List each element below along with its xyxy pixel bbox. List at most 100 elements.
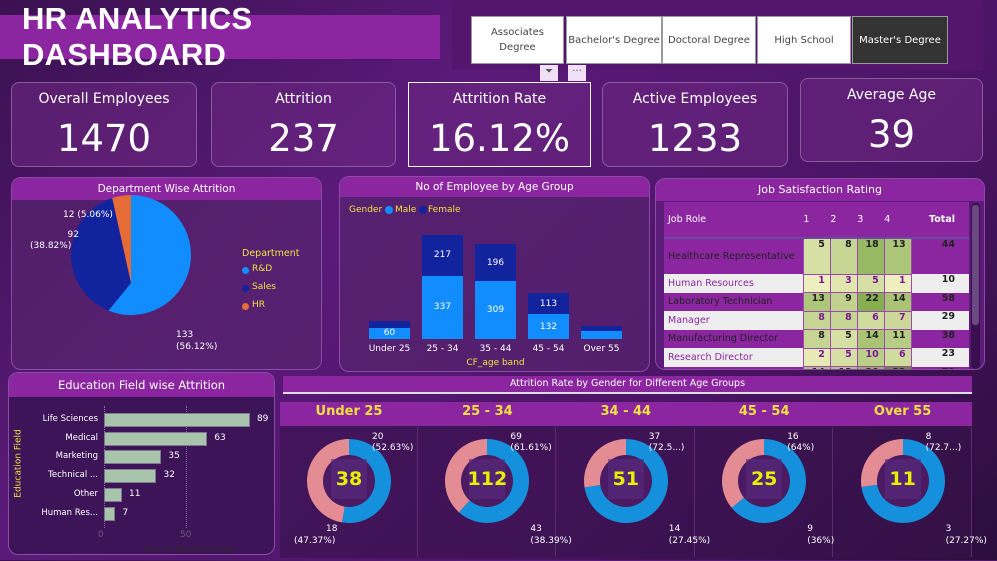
total-cell: 58 [911,292,969,311]
education-bar[interactable] [104,469,157,484]
center-card [469,459,506,499]
scrollbar-thumb[interactable] [972,205,979,325]
bar-male[interactable]: 60 [369,327,410,339]
column-header: Job Role [664,202,804,239]
slicer-option-bachelors[interactable]: Bachelor's Degree [566,16,662,64]
kpi-overall-employees: Overall Employees 1470 [11,82,197,167]
donut-total: 112 [467,468,508,490]
rating-cell: 6 [856,310,885,330]
male-count-label: 20 [372,432,384,442]
job-satisfaction-panel: Job Satisfaction Rating Job Role 1 2 3 4 Tota… [655,178,985,370]
age-group-header: Over 55 [873,404,932,419]
column-header: Total [911,202,969,239]
male-pct-label: (72.7...) [925,443,962,453]
bar-male[interactable]: 309 [475,280,516,339]
slicer-option-doctoral[interactable]: Doctoral Degree [662,16,756,64]
more-options-icon[interactable]: ··· [568,65,586,81]
donut-chart [860,439,945,523]
panel-title: Education Field wise Attrition [9,373,274,397]
education-bar[interactable] [104,413,250,427]
bar-female[interactable]: 217 [422,235,463,276]
column-header: 3 [857,202,885,239]
table-row[interactable]: Human Resources 1 3 5 1 10 [664,273,969,293]
table-row[interactable]: Research Director 2 5 10 6 23 [664,347,969,367]
table-row[interactable]: Healthcare Representative 5 8 18 13 44 [664,237,969,275]
education-bar[interactable] [104,506,116,521]
y-tick-label: Marketing [55,451,98,462]
legend-dot [242,303,249,310]
y-tick-label: Technical ... [48,470,98,481]
donut-cell: 25 16 (64%) 9 (36%) [695,427,834,557]
bar-male[interactable] [581,330,622,339]
department-attrition-panel: Department Wise Attrition 12 (5.06%) 92 … [11,177,322,370]
age-group-header: 25 - 34 [462,404,513,419]
female-pct-label: (27.45%) [668,536,711,546]
job-role-cell: Manufacturing Director [664,329,804,348]
kpi-label: Attrition [275,91,332,107]
center-card [331,459,367,499]
filter-icon[interactable]: ⏷ [540,65,558,81]
table-row[interactable]: Research Scientist1413203279 [664,366,969,369]
table-row[interactable]: Manufacturing Director 8 5 14 11 38 [664,329,969,349]
bar-male[interactable]: 132 [528,314,569,339]
table-header-row: Job Role 1 2 3 4 Total [664,202,969,239]
pie-label-sales: 92 [67,230,79,240]
rating-cell: 9 [829,292,858,312]
education-bar[interactable] [104,431,208,446]
rating-cell: 8 [829,310,858,330]
bar-value-label: 11 [129,488,141,499]
bar-female[interactable] [369,320,410,328]
job-role-cell: Manager [664,311,804,330]
legend-female-dot [419,206,427,214]
rating-cell: 7 [883,310,912,330]
female-pct-label: (38.39%) [530,536,572,546]
slicer-option-masters[interactable]: Master's Degree [852,16,948,64]
pie-slice-rd[interactable] [108,195,191,315]
table-row[interactable]: Manager 8 8 6 7 29 [664,310,969,330]
education-bar[interactable] [104,450,162,465]
scrollbar[interactable] [971,203,980,369]
rating-cell: 13 [802,292,831,312]
female-count-label: 3 [945,524,952,534]
kpi-value: 39 [867,113,916,156]
bar-female[interactable]: 196 [475,244,516,281]
bar-female[interactable]: 113 [528,293,569,315]
legend-title: Department [242,248,300,259]
x-tick-label: 25 - 34 [426,344,459,354]
education-bar[interactable] [104,487,123,502]
gridline [186,406,187,528]
panel-title: Job Satisfaction Rating [656,179,984,201]
donut-chart [583,439,668,523]
column-header: 4 [884,202,912,239]
x-tick-label: 0 [98,530,104,540]
male-pct-label: (64%) [787,443,815,453]
rating-cell: 22 [856,292,885,312]
pie-slice-hr[interactable] [112,195,131,283]
male-pct-label: (52.63%) [372,443,414,453]
x-tick-label: Over 55 [583,344,620,354]
pie-slice-sales[interactable] [71,198,131,311]
total-cell: 38 [911,329,969,348]
rating-cell: 8 [802,329,831,349]
total-cell: 44 [911,238,969,274]
legend-female: Female [428,205,461,215]
rating-cell: 5 [829,329,858,349]
male-pct-label: (61.61%) [510,443,552,453]
slicer-option-high-school[interactable]: High School [757,16,851,64]
pie-label-rd: 133 [176,330,194,340]
female-count-label: 14 [668,524,681,534]
bar-male[interactable]: 337 [422,275,463,339]
bar-female[interactable] [581,326,622,331]
legend-item: R&D [252,264,273,274]
center-card [746,459,783,499]
center-card [884,459,921,499]
donut-chart [722,439,807,523]
table-row[interactable]: Laboratory Technician 13 9 22 14 58 [664,292,969,312]
total-cell: 10 [911,274,969,293]
slicer-option-associates[interactable]: Associates Degree [471,16,564,64]
panel-title: Department Wise Attrition [12,178,321,200]
female-count-label: 9 [807,524,813,534]
donut-chart [307,439,391,523]
age-group-header: Under 25 [315,404,383,419]
column-header: 2 [830,202,858,239]
